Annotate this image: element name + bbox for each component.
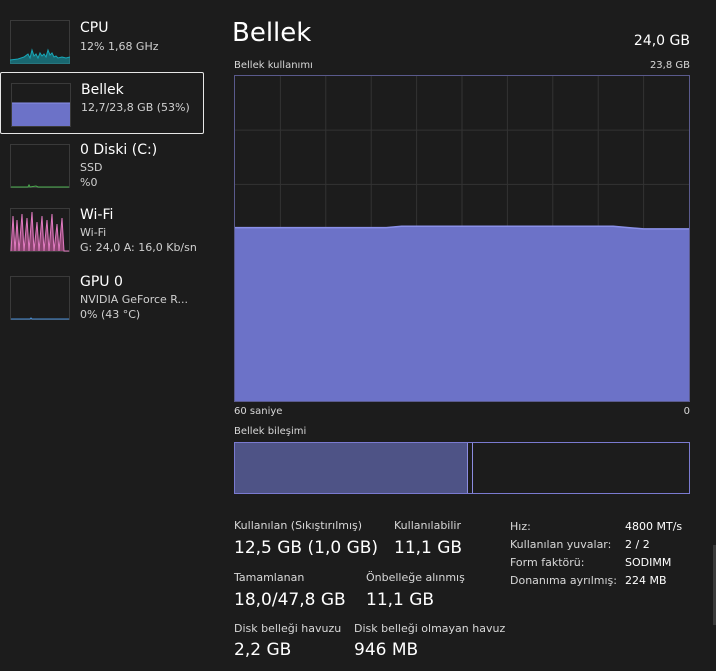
memory-usage-area: [235, 226, 689, 401]
wifi-throughput: G: 24,0 A: 16,0 Kb/sn: [80, 241, 197, 254]
axis-label-right: 0: [683, 406, 690, 417]
disk-usage: %0: [80, 176, 98, 189]
cpu-title: CPU: [80, 20, 109, 36]
scrollbar[interactable]: [713, 545, 716, 625]
memory-usage-line: [235, 225, 689, 230]
sidebar-item-cpu[interactable]: CPU 12% 1,68 GHz: [0, 8, 204, 70]
wifi-thumbnail: [10, 208, 70, 252]
usage-chart-label: Bellek kullanımı: [234, 60, 313, 71]
in-use-value: 12,5 GB (1,0 GB): [234, 538, 379, 558]
sidebar-item-wifi[interactable]: Wi-Fi Wi-Fi G: 24,0 A: 16,0 Kb/sn: [0, 202, 204, 264]
form-factor-label: Form faktörü:: [510, 556, 585, 569]
memory-usage-chart: [234, 75, 690, 402]
committed-value: 18,0/47,8 GB: [234, 590, 346, 610]
disk-title: 0 Diski (C:): [80, 142, 158, 158]
wifi-type: Wi-Fi: [80, 226, 107, 239]
committed-label: Tamamlanan: [234, 571, 305, 584]
available-label: Kullanılabilir: [394, 519, 461, 532]
memory-total: 24,0 GB: [633, 33, 690, 49]
memory-usage: 12,7/23,8 GB (53%): [81, 101, 190, 114]
form-factor-value: SODIMM: [625, 556, 672, 569]
hardware-reserved-label: Donanıma ayrılmış:: [510, 574, 617, 587]
memory-usage-plot: [235, 76, 689, 401]
wifi-title: Wi-Fi: [80, 207, 114, 223]
slots-label: Kullanılan yuvalar:: [510, 538, 612, 551]
disk-thumbnail: [10, 144, 70, 188]
memory-title: Bellek: [81, 82, 124, 98]
cached-label: Önbelleğe alınmış: [366, 571, 465, 584]
composition-modified: [471, 443, 473, 493]
in-use-label: Kullanılan (Sıkıştırılmış): [234, 519, 363, 532]
nonpaged-pool-value: 946 MB: [354, 640, 419, 660]
speed-value: 4800 MT/s: [625, 520, 683, 533]
memory-composition-bar: [234, 442, 690, 494]
memory-thumbnail: [11, 83, 71, 127]
gpu-usage: 0% (43 °C): [80, 308, 141, 321]
nonpaged-pool-label: Disk belleği olmayan havuz: [354, 622, 506, 635]
memory-panel: Bellek 24,0 GB Bellek kullanımı 23,8 GB …: [212, 0, 716, 671]
gpu-title: GPU 0: [80, 274, 123, 290]
axis-label-left: 60 saniye: [234, 406, 283, 417]
paged-pool-value: 2,2 GB: [234, 640, 292, 660]
slots-value: 2 / 2: [625, 538, 650, 551]
usage-chart-max: 23,8 GB: [649, 60, 690, 71]
cpu-thumbnail: [10, 20, 70, 64]
sidebar: CPU 12% 1,68 GHz Bellek 12,7/23,8 GB (53…: [0, 0, 212, 671]
paged-pool-label: Disk belleği havuzu: [234, 622, 342, 635]
page-title: Bellek: [232, 18, 312, 48]
available-value: 11,1 GB: [394, 538, 463, 558]
gpu-name: NVIDIA GeForce R...: [80, 293, 189, 306]
composition-in-use: [235, 443, 468, 493]
sidebar-item-memory[interactable]: Bellek 12,7/23,8 GB (53%): [0, 72, 204, 134]
cached-value: 11,1 GB: [366, 590, 435, 610]
cpu-usage: 12% 1,68 GHz: [80, 40, 159, 53]
hardware-reserved-value: 224 MB: [625, 574, 667, 587]
gpu-thumbnail: [10, 276, 70, 320]
sidebar-item-gpu[interactable]: GPU 0 NVIDIA GeForce R... 0% (43 °C): [0, 268, 204, 330]
composition-label: Bellek bileşimi: [234, 426, 307, 437]
disk-type: SSD: [80, 161, 103, 174]
speed-label: Hız:: [510, 520, 531, 533]
sidebar-item-disk[interactable]: 0 Diski (C:) SSD %0: [0, 136, 204, 198]
